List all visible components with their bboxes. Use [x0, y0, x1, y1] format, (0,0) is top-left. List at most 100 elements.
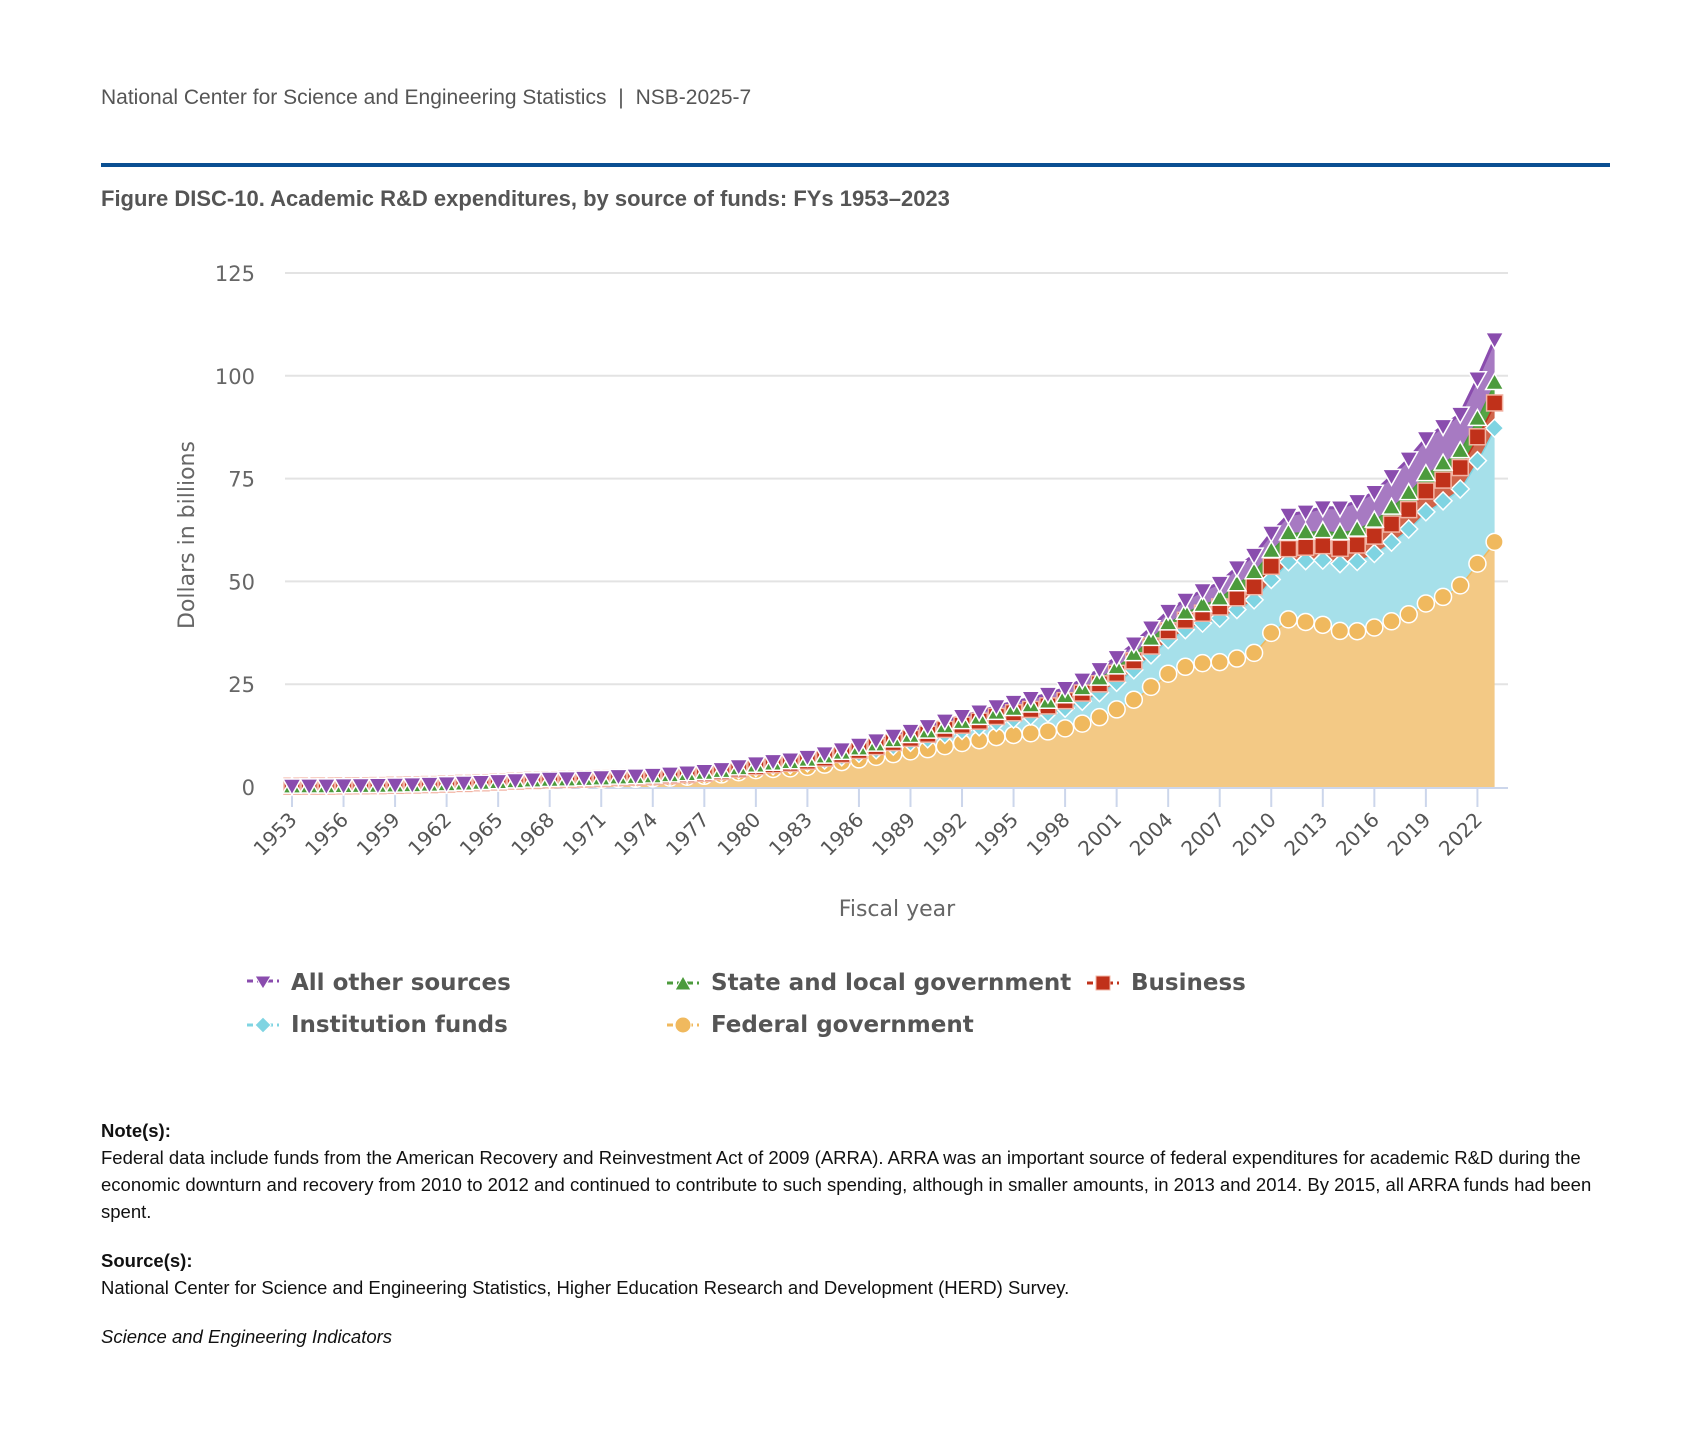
marker-triangle-up[interactable]: [1398, 482, 1419, 501]
marker-triangle-down[interactable]: [1209, 575, 1231, 594]
marker-triangle-down[interactable]: [1449, 406, 1471, 425]
marker-diamond[interactable]: [1432, 490, 1454, 511]
marker-triangle-down[interactable]: [573, 770, 595, 789]
marker-square[interactable]: [1314, 536, 1332, 555]
marker-diamond[interactable]: [1398, 518, 1419, 540]
marker-triangle-down[interactable]: [401, 776, 423, 796]
marker-triangle-down[interactable]: [298, 778, 320, 797]
marker-triangle-up[interactable]: [1295, 521, 1316, 540]
marker-triangle-down[interactable]: [281, 778, 303, 797]
marker-triangle-down[interactable]: [1260, 525, 1282, 544]
marker-triangle-down[interactable]: [1003, 694, 1024, 713]
marker-triangle-down[interactable]: [1467, 371, 1488, 390]
marker-triangle-down[interactable]: [436, 775, 457, 795]
marker-triangle-down[interactable]: [1398, 451, 1419, 470]
marker-square[interactable]: [1417, 482, 1435, 500]
marker-triangle-down[interactable]: [1192, 582, 1213, 601]
marker-square[interactable]: [1228, 589, 1246, 607]
marker-circle[interactable]: [1176, 657, 1195, 677]
marker-circle[interactable]: [1227, 649, 1247, 668]
marker-triangle-down[interactable]: [1484, 331, 1505, 351]
marker-triangle-down[interactable]: [986, 698, 1007, 718]
marker-diamond[interactable]: [1329, 553, 1351, 574]
marker-triangle-down[interactable]: [676, 764, 698, 784]
marker-diamond[interactable]: [1364, 543, 1385, 564]
marker-triangle-down[interactable]: [1295, 504, 1316, 523]
marker-triangle-down[interactable]: [711, 761, 732, 780]
marker-triangle-down[interactable]: [659, 766, 681, 785]
marker-triangle-up[interactable]: [1260, 539, 1282, 559]
marker-square[interactable]: [1262, 557, 1281, 576]
marker-triangle-up[interactable]: [1364, 509, 1385, 528]
marker-circle[interactable]: [1468, 554, 1487, 573]
marker-triangle-up[interactable]: [1157, 612, 1179, 631]
marker-circle[interactable]: [1365, 618, 1384, 637]
marker-circle[interactable]: [1262, 623, 1281, 643]
marker-circle[interactable]: [1296, 612, 1315, 632]
marker-triangle-down[interactable]: [1089, 661, 1110, 680]
marker-triangle-up[interactable]: [1381, 496, 1402, 515]
marker-circle[interactable]: [1090, 707, 1109, 727]
marker-triangle-down[interactable]: [1432, 418, 1454, 437]
marker-triangle-down[interactable]: [384, 777, 406, 796]
marker-triangle-down[interactable]: [590, 769, 612, 789]
marker-triangle-up[interactable]: [1449, 440, 1471, 459]
marker-diamond[interactable]: [1484, 418, 1505, 439]
marker-triangle-up[interactable]: [1226, 573, 1248, 592]
marker-triangle-down[interactable]: [831, 741, 853, 761]
marker-triangle-down[interactable]: [1381, 468, 1402, 487]
marker-diamond[interactable]: [1226, 599, 1247, 620]
marker-triangle-down[interactable]: [728, 758, 749, 777]
marker-triangle-up[interactable]: [1467, 407, 1488, 427]
marker-diamond[interactable]: [1450, 478, 1471, 500]
marker-square[interactable]: [1279, 539, 1298, 558]
marker-circle[interactable]: [1279, 610, 1298, 629]
marker-triangle-down[interactable]: [1157, 603, 1179, 622]
marker-triangle-down[interactable]: [951, 708, 973, 727]
marker-triangle-down[interactable]: [1346, 493, 1368, 512]
marker-circle[interactable]: [1244, 643, 1264, 663]
marker-triangle-down[interactable]: [1037, 686, 1059, 705]
marker-triangle-down[interactable]: [333, 777, 354, 797]
marker-triangle-down[interactable]: [883, 728, 904, 747]
marker-circle[interactable]: [1038, 722, 1058, 741]
marker-triangle-up[interactable]: [1192, 593, 1213, 613]
marker-square[interactable]: [1331, 539, 1349, 558]
marker-circle[interactable]: [1416, 594, 1436, 613]
marker-triangle-down[interactable]: [848, 737, 870, 756]
marker-triangle-down[interactable]: [1312, 499, 1334, 519]
legend-item-federal[interactable]: Federal government: [665, 1012, 974, 1038]
marker-triangle-down[interactable]: [1175, 592, 1196, 611]
marker-diamond[interactable]: [1295, 550, 1316, 571]
marker-triangle-down[interactable]: [350, 777, 372, 797]
marker-triangle-up[interactable]: [1329, 521, 1351, 541]
marker-triangle-up[interactable]: [1175, 601, 1196, 621]
marker-circle[interactable]: [1158, 664, 1178, 683]
marker-triangle-down[interactable]: [1020, 690, 1042, 709]
marker-triangle-up[interactable]: [1346, 518, 1368, 537]
legend-item-all-other-sources[interactable]: All other sources: [245, 970, 511, 996]
marker-square[interactable]: [1434, 471, 1452, 489]
marker-square[interactable]: [1451, 458, 1469, 477]
marker-circle[interactable]: [1055, 719, 1075, 738]
marker-circle[interactable]: [1124, 690, 1144, 709]
marker-triangle-down[interactable]: [539, 771, 560, 790]
marker-triangle-up[interactable]: [1278, 522, 1299, 541]
marker-diamond[interactable]: [1467, 450, 1488, 471]
marker-square[interactable]: [1399, 500, 1418, 519]
marker-triangle-down[interactable]: [1243, 547, 1265, 566]
marker-triangle-down[interactable]: [694, 763, 715, 782]
marker-triangle-down[interactable]: [917, 718, 938, 737]
marker-triangle-down[interactable]: [1329, 500, 1351, 519]
marker-diamond[interactable]: [1381, 532, 1402, 553]
marker-triangle-down[interactable]: [745, 755, 767, 775]
marker-square[interactable]: [1348, 536, 1366, 554]
marker-triangle-down[interactable]: [1106, 649, 1127, 668]
marker-circle[interactable]: [1141, 677, 1161, 697]
marker-triangle-down[interactable]: [762, 753, 784, 772]
marker-triangle-down[interactable]: [1140, 619, 1162, 639]
marker-triangle-down[interactable]: [470, 774, 492, 793]
marker-triangle-down[interactable]: [419, 776, 440, 795]
marker-circle[interactable]: [1210, 652, 1229, 672]
marker-circle[interactable]: [1021, 723, 1040, 743]
